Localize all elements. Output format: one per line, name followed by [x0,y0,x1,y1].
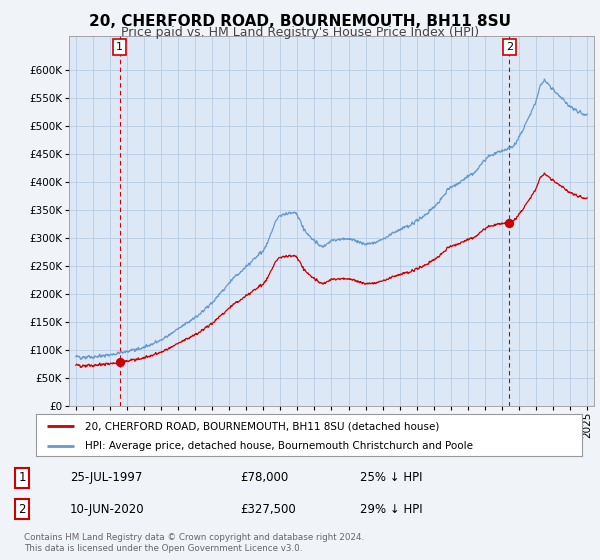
Text: 1: 1 [18,471,26,484]
Text: 20, CHERFORD ROAD, BOURNEMOUTH, BH11 8SU (detached house): 20, CHERFORD ROAD, BOURNEMOUTH, BH11 8SU… [85,421,440,431]
Text: 29% ↓ HPI: 29% ↓ HPI [360,503,422,516]
Text: Contains HM Land Registry data © Crown copyright and database right 2024.
This d: Contains HM Land Registry data © Crown c… [24,533,364,553]
Text: £327,500: £327,500 [240,503,296,516]
Text: 25-JUL-1997: 25-JUL-1997 [70,471,142,484]
Text: 2: 2 [18,503,26,516]
Text: 10-JUN-2020: 10-JUN-2020 [70,503,145,516]
Point [115,358,124,367]
Point [505,218,514,227]
Text: Price paid vs. HM Land Registry's House Price Index (HPI): Price paid vs. HM Land Registry's House … [121,26,479,39]
Text: 20, CHERFORD ROAD, BOURNEMOUTH, BH11 8SU: 20, CHERFORD ROAD, BOURNEMOUTH, BH11 8SU [89,14,511,29]
Text: 2: 2 [506,42,513,52]
Text: 25% ↓ HPI: 25% ↓ HPI [360,471,422,484]
Text: £78,000: £78,000 [240,471,288,484]
Text: 1: 1 [116,42,123,52]
Text: HPI: Average price, detached house, Bournemouth Christchurch and Poole: HPI: Average price, detached house, Bour… [85,441,473,451]
